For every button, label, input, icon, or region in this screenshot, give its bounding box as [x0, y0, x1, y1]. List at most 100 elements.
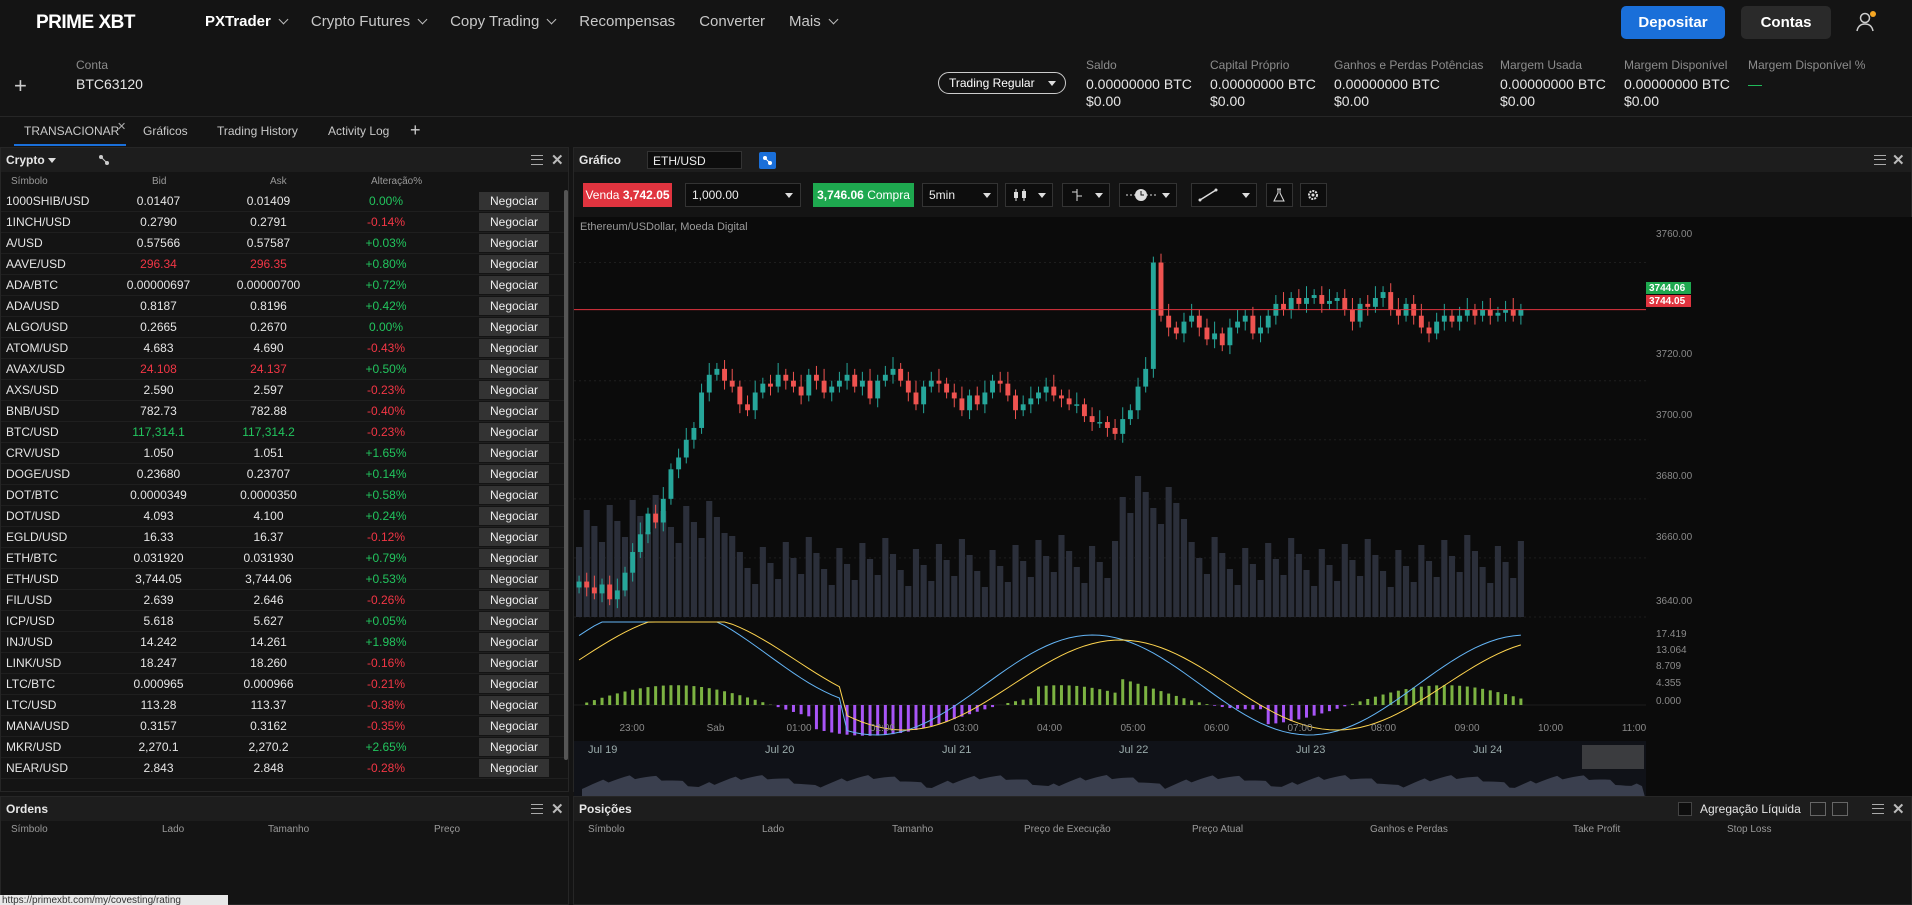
nav-item-crypto-futures[interactable]: Crypto Futures — [311, 13, 428, 30]
watchlist-row[interactable]: ICP/USD 5.618 5.627 +0.05% Negociar — [1, 611, 568, 632]
trade-button[interactable]: Negociar — [479, 255, 549, 273]
watchlist-row[interactable]: FIL/USD 2.639 2.646 -0.26% Negociar — [1, 590, 568, 611]
add-tab-icon[interactable]: + — [410, 120, 421, 140]
link-icon[interactable] — [759, 152, 776, 169]
watchlist-row[interactable]: LTC/BTC 0.000965 0.000966 -0.21% Negociar — [1, 674, 568, 695]
nav-item-copy-trading[interactable]: Copy Trading — [450, 13, 557, 30]
watchlist-row[interactable]: AXS/USD 2.590 2.597 -0.23% Negociar — [1, 380, 568, 401]
col-size[interactable]: Tamanho — [268, 824, 310, 835]
watchlist-row[interactable]: AAVE/USD 296.34 296.35 +0.80% Negociar — [1, 254, 568, 275]
watchlist-row[interactable]: 1000SHIB/USD 0.01407 0.01409 0.00% Negociar — [1, 191, 568, 212]
time-button[interactable] — [1119, 183, 1177, 207]
crypto-category-select[interactable]: Crypto — [6, 153, 45, 167]
trade-button[interactable]: Negociar — [479, 444, 549, 462]
trade-button[interactable]: Negociar — [479, 717, 549, 735]
trade-button[interactable]: Negociar — [479, 381, 549, 399]
nav-item-recompensas[interactable]: Recompensas — [579, 13, 675, 30]
add-account-icon[interactable]: + — [14, 73, 27, 98]
positions-col-header[interactable]: Ganhos e Perdas — [1370, 824, 1448, 835]
trade-button[interactable]: Negociar — [479, 654, 549, 672]
watchlist-row[interactable]: A/USD 0.57566 0.57587 +0.03% Negociar — [1, 233, 568, 254]
watchlist-row[interactable]: AVAX/USD 24.108 24.137 +0.50% Negociar — [1, 359, 568, 380]
trade-button[interactable]: Negociar — [479, 297, 549, 315]
watchlist-row[interactable]: DOT/USD 4.093 4.100 +0.24% Negociar — [1, 506, 568, 527]
trade-button[interactable]: Negociar — [479, 486, 549, 504]
watchlist-row[interactable]: NEAR/USD 2.843 2.848 -0.28% Negociar — [1, 758, 568, 779]
nav-item-pxtrader[interactable]: PXTrader — [205, 13, 289, 30]
trade-button[interactable]: Negociar — [479, 633, 549, 651]
watchlist-row[interactable]: ADA/USD 0.8187 0.8196 +0.42% Negociar — [1, 296, 568, 317]
positions-col-header[interactable]: Preço de Execução — [1024, 824, 1111, 835]
tab-trading-history[interactable]: Trading History — [217, 124, 298, 138]
trade-button[interactable]: Negociar — [479, 318, 549, 336]
buy-button[interactable]: 3,746.06 Compra — [813, 183, 914, 207]
watchlist-row[interactable]: MKR/USD 2,270.1 2,270.2 +2.65% Negociar — [1, 737, 568, 758]
trade-button[interactable]: Negociar — [479, 339, 549, 357]
trade-button[interactable]: Negociar — [479, 675, 549, 693]
tree-view-icon[interactable] — [1832, 802, 1848, 816]
trade-button[interactable]: Negociar — [479, 528, 549, 546]
chart-canvas[interactable]: 23:00 Sab 01:00 02:00 03:00 04:00 05:00 06:00 07… — [574, 217, 1646, 801]
watchlist-row[interactable]: DOGE/USD 0.23680 0.23707 +0.14% Negociar — [1, 464, 568, 485]
accounts-button[interactable]: Contas — [1741, 6, 1831, 39]
trade-button[interactable]: Negociar — [479, 612, 549, 630]
watchlist-row[interactable]: BTC/USD 117,314.1 117,314.2 -0.23% Negociar — [1, 422, 568, 443]
price-chart[interactable]: Ethereum/USDollar, Moeda Digital 23:00 Sa… — [574, 217, 1646, 801]
watchlist-row[interactable]: INJ/USD 14.242 14.261 +1.98% Negociar — [1, 632, 568, 653]
col-symbol[interactable]: Símbolo — [11, 824, 48, 835]
tab-activity-log[interactable]: Activity Log — [328, 124, 390, 138]
watchlist-scrollbar[interactable] — [564, 190, 568, 760]
trade-button[interactable]: Negociar — [479, 738, 549, 756]
col-symbol[interactable]: Símbolo — [11, 176, 48, 187]
watchlist-row[interactable]: BNB/USD 782.73 782.88 -0.40% Negociar — [1, 401, 568, 422]
trading-mode-select[interactable]: Trading Regular — [938, 72, 1066, 94]
flask-button[interactable] — [1266, 183, 1293, 207]
positions-col-header[interactable]: Preço Atual — [1192, 824, 1244, 835]
panel-menu-icon[interactable] — [1872, 804, 1884, 814]
watchlist-row[interactable]: 1INCH/USD 0.2790 0.2791 -0.14% Negociar — [1, 212, 568, 233]
watchlist-row[interactable]: EGLD/USD 16.33 16.37 -0.12% Negociar — [1, 527, 568, 548]
close-icon[interactable]: ✕ — [551, 152, 564, 169]
watchlist-row[interactable]: ATOM/USD 4.683 4.690 -0.43% Negociar — [1, 338, 568, 359]
indicators-button[interactable] — [1062, 183, 1110, 207]
close-tab-icon[interactable]: ✕ — [117, 121, 127, 133]
list-view-icon[interactable] — [1810, 802, 1826, 816]
positions-col-header[interactable]: Tamanho — [892, 824, 934, 835]
chart-type-button[interactable] — [1005, 183, 1053, 207]
trade-button[interactable]: Negociar — [479, 696, 549, 714]
trade-button[interactable]: Negociar — [479, 423, 549, 441]
aggregate-checkbox[interactable] — [1678, 802, 1692, 816]
trade-button[interactable]: Negociar — [479, 759, 549, 777]
trade-button[interactable]: Negociar — [479, 276, 549, 294]
watchlist-row[interactable]: LINK/USD 18.247 18.260 -0.16% Negociar — [1, 653, 568, 674]
watchlist-row[interactable]: ETH/USD 3,744.05 3,744.06 +0.53% Negociar — [1, 569, 568, 590]
quantity-select[interactable]: 1,000.00 — [685, 183, 801, 207]
tab-graficos[interactable]: Gráficos — [143, 124, 188, 138]
watchlist-row[interactable]: ADA/BTC 0.00000697 0.00000700 +0.72% Negocia… — [1, 275, 568, 296]
nav-item-converter[interactable]: Converter — [699, 13, 765, 30]
close-icon[interactable]: ✕ — [551, 801, 564, 818]
positions-col-header[interactable]: Lado — [762, 824, 785, 835]
panel-menu-icon[interactable] — [531, 804, 543, 814]
tab-transacionar[interactable]: TRANSACIONAR — [24, 124, 120, 138]
watchlist-row[interactable]: CRV/USD 1.050 1.051 +1.65% Negociar — [1, 443, 568, 464]
col-change[interactable]: Alteração% — [371, 176, 423, 187]
interval-select[interactable]: 5min — [922, 183, 998, 207]
close-icon[interactable]: ✕ — [1892, 801, 1905, 818]
trade-button[interactable]: Negociar — [479, 234, 549, 252]
positions-col-header[interactable]: Take Profit — [1573, 824, 1621, 835]
trade-button[interactable]: Negociar — [479, 192, 549, 210]
positions-col-header[interactable]: Stop Loss — [1727, 824, 1772, 835]
trade-button[interactable]: Negociar — [479, 570, 549, 588]
chart-symbol-input[interactable]: ETH/USD — [647, 151, 742, 169]
positions-col-header[interactable]: Símbolo — [588, 824, 625, 835]
col-ask[interactable]: Ask — [270, 176, 287, 187]
trade-button[interactable]: Negociar — [479, 360, 549, 378]
trade-button[interactable]: Negociar — [479, 549, 549, 567]
primexbt-logo[interactable]: PRIME XBT — [36, 12, 135, 33]
drawing-tools-button[interactable] — [1191, 183, 1257, 207]
nav-item-mais[interactable]: Mais — [789, 13, 839, 30]
settings-button[interactable] — [1300, 183, 1327, 207]
trade-button[interactable]: Negociar — [479, 507, 549, 525]
watchlist-row[interactable]: ETH/BTC 0.031920 0.031930 +0.79% Negociar — [1, 548, 568, 569]
